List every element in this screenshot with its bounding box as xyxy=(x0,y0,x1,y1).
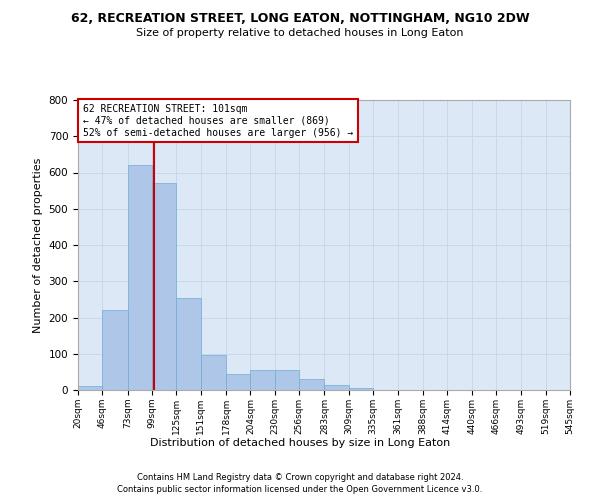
Bar xyxy=(349,388,373,390)
Bar xyxy=(128,165,152,390)
Bar xyxy=(152,184,176,390)
Bar xyxy=(275,370,299,390)
Text: 62, RECREATION STREET, LONG EATON, NOTTINGHAM, NG10 2DW: 62, RECREATION STREET, LONG EATON, NOTTI… xyxy=(71,12,529,26)
Y-axis label: Number of detached properties: Number of detached properties xyxy=(33,158,43,332)
Text: Distribution of detached houses by size in Long Eaton: Distribution of detached houses by size … xyxy=(150,438,450,448)
Bar xyxy=(78,386,103,390)
Bar xyxy=(201,355,226,390)
Bar xyxy=(250,370,275,390)
Text: 62 RECREATION STREET: 101sqm
← 47% of detached houses are smaller (869)
52% of s: 62 RECREATION STREET: 101sqm ← 47% of de… xyxy=(83,104,353,138)
Bar xyxy=(226,374,250,390)
Bar xyxy=(325,384,349,390)
Text: Contains HM Land Registry data © Crown copyright and database right 2024.: Contains HM Land Registry data © Crown c… xyxy=(137,473,463,482)
Text: Size of property relative to detached houses in Long Eaton: Size of property relative to detached ho… xyxy=(136,28,464,38)
Bar xyxy=(299,379,325,390)
Bar xyxy=(176,298,201,390)
Bar xyxy=(103,310,128,390)
Text: Contains public sector information licensed under the Open Government Licence v3: Contains public sector information licen… xyxy=(118,484,482,494)
